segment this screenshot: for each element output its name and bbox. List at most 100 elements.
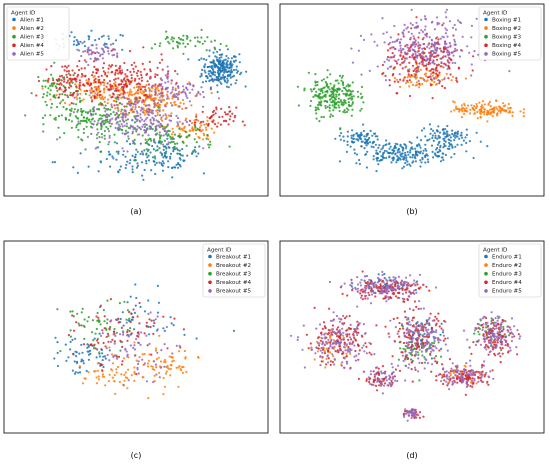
data-point <box>156 351 159 354</box>
data-point <box>186 82 189 86</box>
data-point <box>221 115 224 118</box>
data-point <box>202 96 205 99</box>
data-point <box>465 371 468 374</box>
data-point <box>132 308 135 311</box>
data-point <box>356 290 359 293</box>
series-5-points <box>97 311 181 384</box>
data-point <box>496 114 499 117</box>
data-point <box>393 59 396 62</box>
data-point <box>398 296 401 299</box>
data-point <box>381 63 384 67</box>
data-point <box>80 67 83 70</box>
data-point <box>125 318 128 321</box>
data-point <box>64 93 67 96</box>
data-point <box>163 385 166 388</box>
data-point <box>85 369 88 373</box>
legend-box <box>6 6 70 61</box>
legend-entry: Breakout #3 <box>216 272 252 278</box>
data-point <box>147 312 150 316</box>
data-point <box>406 346 409 349</box>
data-point <box>146 156 149 159</box>
data-point <box>143 103 146 106</box>
data-point <box>153 368 156 371</box>
data-point <box>423 127 426 130</box>
data-point <box>395 78 398 81</box>
data-point <box>99 114 102 117</box>
data-point <box>507 351 510 354</box>
data-point <box>445 64 448 67</box>
data-point <box>393 54 396 57</box>
data-point <box>296 85 299 88</box>
data-point <box>426 336 429 339</box>
data-point <box>211 120 214 123</box>
data-point <box>318 323 322 326</box>
data-point <box>212 113 215 116</box>
data-point <box>385 300 388 303</box>
data-point <box>330 101 333 104</box>
legend-marker <box>484 34 488 39</box>
data-point <box>452 54 455 57</box>
data-point <box>112 157 115 160</box>
data-point <box>417 345 420 349</box>
data-point <box>229 62 232 65</box>
data-point <box>407 282 410 285</box>
data-point <box>83 318 86 321</box>
data-point <box>47 87 50 90</box>
data-point <box>309 342 312 345</box>
data-point <box>154 88 157 91</box>
data-point <box>447 60 450 64</box>
data-point <box>401 288 404 291</box>
data-point <box>150 47 153 50</box>
data-point <box>156 73 159 77</box>
data-point <box>152 138 156 141</box>
data-point <box>305 333 308 336</box>
data-point <box>347 97 350 100</box>
data-point <box>146 72 149 75</box>
data-point <box>185 144 188 147</box>
data-point <box>115 116 118 119</box>
data-point <box>198 128 201 131</box>
data-point <box>353 355 356 358</box>
data-point <box>167 166 170 169</box>
data-point <box>330 333 333 336</box>
data-point <box>87 316 90 319</box>
data-point <box>49 89 52 92</box>
data-point <box>501 352 504 355</box>
data-point <box>116 52 119 55</box>
data-point <box>188 123 191 127</box>
data-point <box>424 341 427 344</box>
data-point <box>226 81 229 84</box>
data-point <box>93 95 96 98</box>
data-point <box>161 85 164 88</box>
data-point <box>434 324 437 327</box>
data-point <box>112 42 115 45</box>
data-point <box>99 304 102 307</box>
data-point <box>130 76 133 80</box>
data-point <box>441 78 444 81</box>
data-point <box>153 374 156 377</box>
data-point <box>315 112 318 115</box>
data-point <box>362 344 365 347</box>
data-point <box>411 161 414 164</box>
data-point <box>218 116 221 119</box>
data-point <box>347 101 350 104</box>
data-point <box>486 380 489 383</box>
data-point <box>120 108 123 111</box>
data-point <box>101 369 104 372</box>
data-point <box>403 300 406 303</box>
data-point <box>390 280 393 283</box>
data-point <box>107 130 111 133</box>
data-point <box>134 153 137 156</box>
data-point <box>60 79 63 82</box>
data-point <box>174 147 177 151</box>
data-point <box>391 282 394 285</box>
data-point <box>162 393 165 396</box>
data-point <box>401 354 404 357</box>
data-point <box>392 73 395 76</box>
data-point <box>393 375 396 378</box>
data-point <box>406 26 409 29</box>
data-point <box>119 33 122 37</box>
data-point <box>357 352 360 355</box>
data-point <box>444 132 447 135</box>
data-point <box>371 141 375 144</box>
